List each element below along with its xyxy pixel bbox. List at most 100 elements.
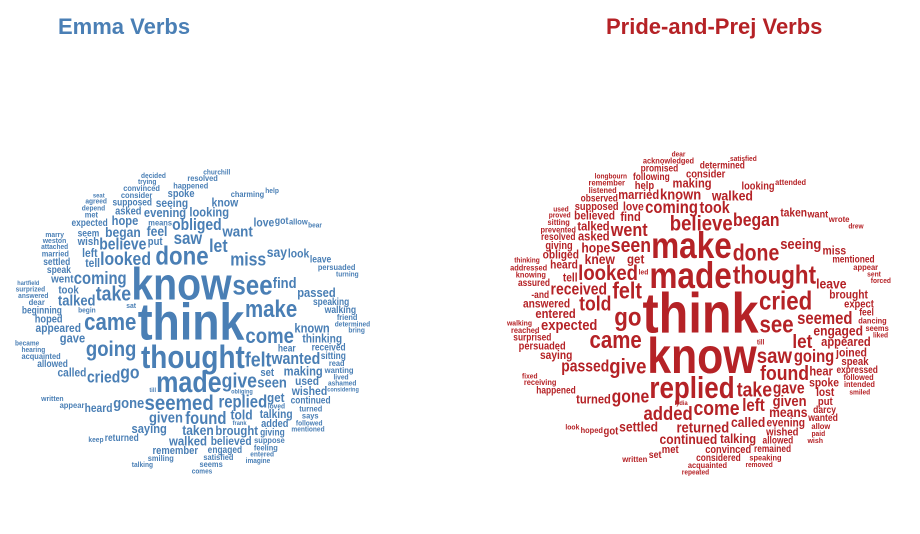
cloud-word: cried (759, 288, 812, 316)
cloud-word: happened (173, 181, 208, 191)
cloud-word: persuaded (519, 340, 566, 352)
cloud-word: repeated (682, 467, 710, 476)
cloud-word: seemed (797, 308, 852, 328)
cloud-word: seems (199, 459, 222, 469)
cloud-word: help (635, 180, 655, 192)
cloud-word: hoped (35, 313, 63, 325)
cloud-word: used (295, 374, 319, 388)
cloud-word: taken (182, 422, 214, 438)
cloud-word: made (156, 367, 222, 399)
cloud-word: led (639, 267, 649, 276)
cloud-word: got (604, 425, 619, 437)
cloud-word: removed (745, 460, 773, 469)
cloud-word: speaking (313, 297, 349, 308)
cloud-word: found (185, 408, 226, 428)
cloud-word: see (232, 270, 272, 301)
cloud-word: joined (835, 346, 867, 360)
cloud-word: lydia (675, 400, 688, 407)
cloud-word: let (209, 235, 227, 256)
cloud-word: believed (574, 208, 615, 222)
cloud-word: gone (612, 385, 650, 406)
cloud-word: churchill (203, 167, 230, 176)
cloud-word: went (610, 219, 648, 240)
cloud-word: met (662, 444, 679, 456)
cloud-word: resolved (187, 173, 218, 183)
cloud-word: talking (260, 407, 293, 421)
cloud-word: attached (41, 242, 68, 251)
cloud-word: dancing (858, 315, 886, 325)
cloud-word: felt (612, 277, 642, 303)
cloud-word: know (647, 328, 757, 384)
cloud-word: engaged (208, 445, 242, 456)
cloud-word: speak (841, 356, 869, 368)
cloud-word: going (86, 336, 137, 361)
cloud-word: heard (550, 258, 578, 272)
cloud-word: expected (71, 218, 107, 229)
cloud-word: took (700, 199, 731, 217)
cloud-word: thinking (514, 256, 540, 265)
cloud-word: intended (844, 379, 875, 389)
cloud-word: charming (231, 189, 264, 199)
cloud-word: allowed (763, 436, 794, 447)
cloud-word: surprized (16, 284, 46, 293)
cloud-word: persuaded (318, 262, 356, 272)
cloud-word: -and (531, 290, 549, 301)
cloud-word: looking (742, 181, 775, 193)
cloud-word: walking (506, 318, 532, 327)
cloud-word: called (731, 414, 765, 430)
cloud-word: making (284, 363, 323, 378)
cloud-word: feel (859, 308, 874, 319)
cloud-word: attended (775, 177, 806, 187)
cloud-word: taken (780, 205, 807, 219)
cloud-word: help (265, 186, 279, 195)
cloud-word: drew (848, 222, 863, 231)
cloud-word: added (644, 403, 693, 425)
cloud-word: bring (348, 326, 365, 335)
cloud-word: passed (561, 358, 609, 376)
cloud-word: miss (823, 243, 847, 257)
cloud-word: say (267, 244, 287, 260)
cloud-word: married (618, 187, 659, 202)
cloud-word: giving (260, 428, 285, 439)
cloud-word: remained (754, 444, 791, 455)
cloud-word: looked (578, 260, 638, 285)
cloud-word: received (312, 343, 346, 354)
cloud-word: obliging (231, 389, 253, 396)
cloud-word: began (733, 209, 780, 230)
cloud-word: set (260, 367, 274, 379)
cloud-word: seeing (780, 236, 821, 253)
cloud-word: answered (18, 291, 49, 300)
cloud-word: thought (141, 339, 245, 375)
cloud-word: hear (278, 343, 296, 354)
cloud-word: married (42, 249, 69, 259)
cloud-word: hear (809, 364, 833, 379)
cloud-word: heard (85, 401, 113, 415)
cloud-word: took (58, 285, 79, 297)
cloud-word: evening (144, 205, 186, 220)
cloud-word: cried (87, 369, 120, 387)
cloud-word: answered (523, 297, 570, 311)
cloud-word: come (693, 397, 739, 420)
cloud-word: sitting (321, 351, 346, 362)
cloud-word: feel (147, 223, 168, 239)
cloud-word: make (651, 225, 732, 266)
cloud-word: known (294, 321, 329, 336)
cloud-word: gone (113, 395, 144, 412)
cloud-word: assured (518, 278, 550, 289)
cloud-word: spoke (168, 188, 195, 200)
cloud-word: make (245, 296, 297, 323)
cloud-word: wanting (324, 365, 354, 375)
cloud-word: given (149, 409, 183, 426)
cloud-word: went (50, 273, 74, 285)
cloud-word: saw (757, 343, 792, 368)
cloud-word: marry (45, 230, 64, 239)
cloud-word: believed (211, 434, 252, 448)
cloud-word: asked (115, 205, 141, 217)
cloud-word: continued (291, 396, 331, 407)
cloud-word: lost (816, 385, 834, 399)
cloud-word: addressed (510, 262, 547, 272)
cloud-word: means (148, 217, 172, 227)
cloud-word: proved (549, 210, 571, 219)
cloud-word: seem (78, 229, 100, 240)
cloud-word: suppose (254, 435, 285, 445)
